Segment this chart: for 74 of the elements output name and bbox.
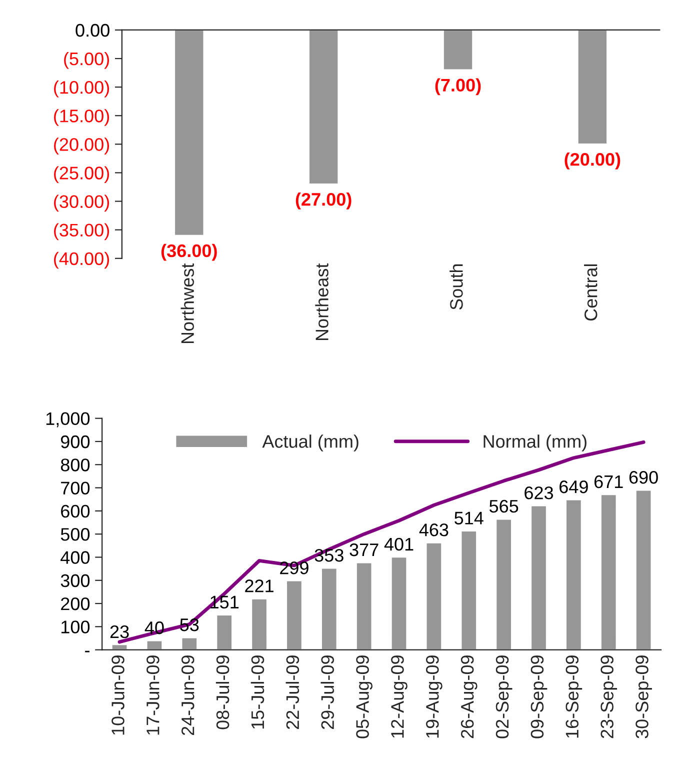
x-tick-label: South (450, 264, 463, 310)
data-label: 377 (350, 543, 378, 556)
x-tick-label: 23-Sep-09 (600, 656, 618, 738)
bar (390, 556, 408, 650)
data-label: 514 (454, 512, 484, 524)
bar (530, 504, 548, 650)
bar (635, 489, 652, 650)
data-label: (20.00) (564, 152, 620, 170)
y-tick-label: 500 (60, 528, 90, 541)
bar (180, 636, 198, 650)
x-tick-label: 24-Jun-09 (181, 656, 194, 736)
x-tick-label: 02-Sep-09 (496, 656, 512, 738)
bar (216, 614, 233, 650)
bar (320, 567, 338, 650)
x-tick-label: 10-Jun-09 (112, 656, 124, 735)
x-tick-label: 17-Jun-09 (146, 656, 160, 735)
x-tick-label: Central (584, 264, 598, 321)
legend-label: Actual (mm) (262, 434, 358, 452)
y-tick-label: 300 (60, 574, 90, 588)
x-tick-label: 19-Aug-09 (426, 656, 442, 738)
y-tick-label: - (85, 650, 90, 652)
y-tick-label: (5.00) (64, 52, 110, 69)
x-tick-label: Northeast (315, 263, 328, 340)
bar (565, 498, 582, 650)
x-tick-label: 12-Aug-09 (391, 656, 408, 738)
data-label: 690 (629, 470, 658, 484)
x-tick-label: 15-Jul-09 (250, 656, 264, 729)
x-tick-label: 26-Aug-09 (460, 656, 478, 738)
bar (495, 518, 512, 650)
y-tick-label: 700 (61, 482, 90, 494)
legend-label: Normal (mm) (484, 434, 586, 452)
data-label: 40 (144, 621, 164, 634)
y-tick-label: (35.00) (54, 223, 110, 240)
y-tick-label: (25.00) (54, 166, 110, 184)
y-tick-label: 400 (60, 551, 90, 564)
data-label: 623 (524, 486, 554, 500)
y-tick-label: 100 (62, 620, 90, 634)
bar (250, 598, 268, 650)
x-tick-label: 16-Sep-09 (566, 656, 582, 738)
y-tick-label: 0.00 (76, 24, 110, 37)
y-tick-label: (30.00) (54, 194, 110, 212)
y-tick-label: 600 (61, 504, 90, 518)
y-tick-label: 800 (60, 458, 90, 472)
x-tick-label: 09-Sep-09 (530, 656, 548, 738)
data-label: 649 (560, 480, 588, 494)
x-tick-label: 22-Jul-09 (286, 656, 300, 730)
data-label: 23 (110, 625, 129, 638)
bar (356, 562, 373, 650)
data-label: 401 (384, 538, 414, 551)
y-tick-label: 200 (61, 597, 90, 610)
data-label: 671 (594, 475, 623, 488)
y-tick-label: (10.00) (54, 80, 110, 98)
y-tick-label: (20.00) (54, 138, 110, 154)
bar (425, 542, 443, 650)
data-label: (27.00) (296, 192, 352, 210)
bar (286, 580, 303, 650)
y-tick-label: (40.00) (54, 252, 110, 269)
data-label: 565 (489, 500, 518, 513)
bar (460, 530, 478, 650)
y-tick-label: 900 (60, 435, 90, 448)
x-tick-label: 30-Sep-09 (636, 656, 652, 738)
data-label: (36.00) (161, 244, 217, 261)
x-tick-label: 29-Jul-09 (320, 656, 334, 730)
y-tick-label: 1,000 (46, 412, 90, 428)
data-label: 353 (314, 548, 344, 562)
bar (146, 640, 164, 650)
x-tick-label: 08-Jul-09 (216, 656, 230, 730)
y-tick-label: (15.00) (54, 109, 110, 126)
data-label: (7.00) (435, 78, 481, 96)
data-label: 463 (419, 524, 448, 536)
bar (600, 494, 618, 650)
data-label: 221 (245, 580, 274, 592)
x-tick-label: 05-Aug-09 (356, 656, 372, 738)
x-tick-label: Northwest (180, 263, 194, 344)
